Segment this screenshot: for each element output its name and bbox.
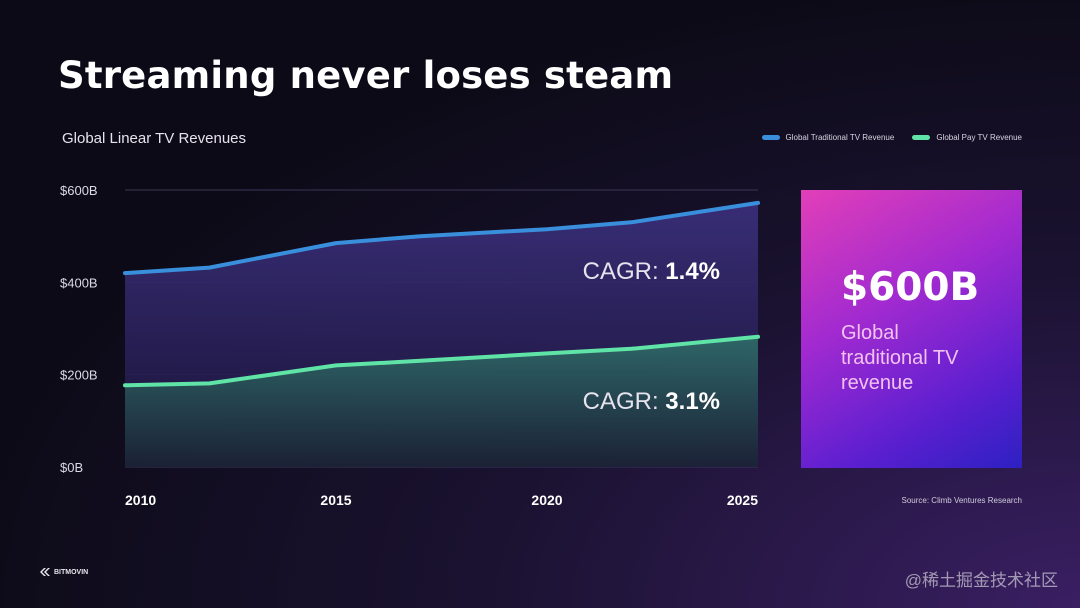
- legend-swatch-paytv: [912, 135, 931, 140]
- series-line-pay-tv: [123, 334, 760, 388]
- x-tick-label: 2020: [531, 492, 562, 508]
- bitmovin-logo-icon: [40, 568, 50, 576]
- brand-logo: BITMOVIN: [40, 568, 88, 576]
- chart-legend: Global Traditional TV Revenue Global Pay…: [761, 133, 1022, 142]
- callout-value: $600B: [841, 265, 980, 310]
- x-tick-label: 2015: [320, 492, 351, 508]
- legend-label-paytv: Global Pay TV Revenue: [936, 133, 1022, 142]
- cagr-prefix: CAGR:: [583, 258, 666, 285]
- slide-title: Streaming never loses steam: [58, 54, 674, 97]
- y-tick-label: $0B: [60, 460, 83, 475]
- logo-text: BITMOVIN: [54, 568, 89, 576]
- area-traditional-tv: [125, 202, 758, 386]
- series-line-traditional-tv: [123, 200, 760, 276]
- legend-item-paytv: Global Pay TV Revenue: [912, 133, 1022, 142]
- legend-label-traditional: Global Traditional TV Revenue: [785, 133, 895, 142]
- legend-swatch-traditional: [761, 135, 780, 140]
- y-tick-label: $600B: [60, 183, 98, 198]
- y-tick-label: $200B: [60, 368, 98, 383]
- cagr-value: 1.4%: [665, 258, 720, 285]
- cagr-value: 3.1%: [665, 388, 720, 415]
- revenue-callout-card: $600B Global traditional TV revenue: [801, 190, 1022, 468]
- x-tick-label: 2010: [125, 492, 156, 508]
- cagr-prefix: CAGR:: [583, 388, 666, 415]
- callout-description: Global traditional TV revenue: [841, 322, 959, 394]
- chart-title: Global Linear TV Revenues: [62, 130, 246, 147]
- watermark: @稀土掘金技术社区: [904, 571, 1058, 590]
- source-note: Source: Climb Ventures Research: [901, 496, 1023, 505]
- x-tick-label: 2025: [727, 492, 758, 508]
- legend-item-traditional: Global Traditional TV Revenue: [761, 133, 895, 142]
- area-pay-tv: [125, 336, 758, 467]
- cagr-annotation: CAGR: 1.4%: [583, 258, 720, 285]
- cagr-annotation: CAGR: 3.1%: [583, 388, 720, 415]
- y-tick-label: $400B: [60, 275, 98, 290]
